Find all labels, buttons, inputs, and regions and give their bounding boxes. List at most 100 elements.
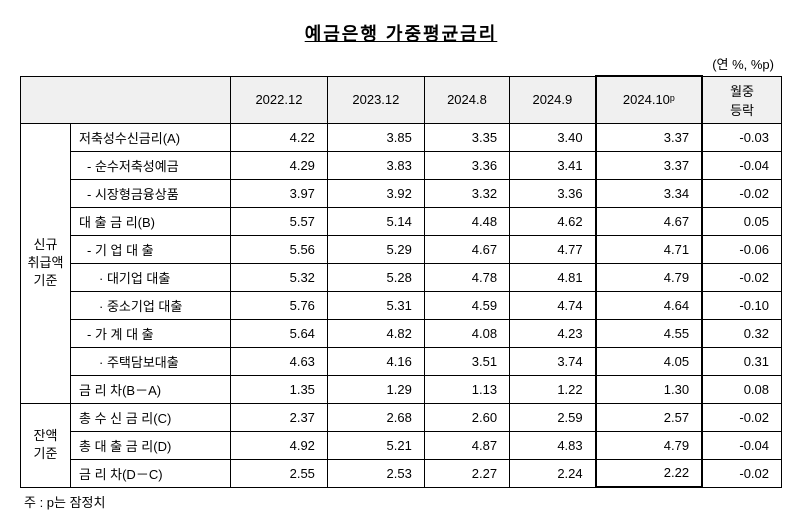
cell-value: 4.05	[596, 347, 702, 375]
cell-value: 2.59	[510, 403, 596, 431]
page-title: 예금은행 가중평균금리	[20, 20, 782, 46]
cell-value: 2.57	[596, 403, 702, 431]
cell-value: 3.92	[327, 179, 424, 207]
cell-value: 2.53	[327, 459, 424, 487]
cell-value: 3.35	[424, 123, 509, 151]
cell-value: 3.97	[231, 179, 328, 207]
cell-value: 0.31	[702, 347, 781, 375]
cell-value: -0.06	[702, 235, 781, 263]
cell-value: 3.36	[424, 151, 509, 179]
row-label: - 가 계 대 출	[71, 319, 231, 347]
cell-value: 4.63	[231, 347, 328, 375]
row-label: - 시장형금융상품	[71, 179, 231, 207]
table-row: 잔액 기준총 수 신 금 리(C)2.372.682.602.592.57-0.…	[21, 403, 782, 431]
header-blank	[21, 76, 231, 123]
table-row: 대 출 금 리(B)5.575.144.484.624.670.05	[21, 207, 782, 235]
cell-value: 0.05	[702, 207, 781, 235]
cell-value: 5.28	[327, 263, 424, 291]
table-row: 금 리 차(D－C)2.552.532.272.242.22-0.02	[21, 459, 782, 487]
cell-value: 0.32	[702, 319, 781, 347]
group-label-balance: 잔액 기준	[21, 403, 71, 487]
cell-value: 4.64	[596, 291, 702, 319]
row-label: 총 대 출 금 리(D)	[71, 431, 231, 459]
cell-value: -0.03	[702, 123, 781, 151]
row-label: - 기 업 대 출	[71, 235, 231, 263]
cell-value: 5.14	[327, 207, 424, 235]
cell-value: 4.78	[424, 263, 509, 291]
cell-value: 4.48	[424, 207, 509, 235]
cell-value: 4.55	[596, 319, 702, 347]
cell-value: 3.40	[510, 123, 596, 151]
group-label-new: 신규 취급액 기준	[21, 123, 71, 403]
unit-label: (연 %, %p)	[20, 54, 782, 73]
cell-value: 4.79	[596, 431, 702, 459]
cell-value: 4.71	[596, 235, 702, 263]
cell-value: 5.57	[231, 207, 328, 235]
cell-value: 3.83	[327, 151, 424, 179]
rate-table: 2022.12 2023.12 2024.8 2024.9 2024.10ᵖ 월…	[20, 75, 782, 488]
cell-value: -0.02	[702, 403, 781, 431]
cell-value: -0.02	[702, 459, 781, 487]
cell-value: 2.55	[231, 459, 328, 487]
table-row: 금 리 차(B－A)1.351.291.131.221.300.08	[21, 375, 782, 403]
cell-value: 3.36	[510, 179, 596, 207]
cell-value: -0.02	[702, 179, 781, 207]
cell-value: 5.64	[231, 319, 328, 347]
row-label: · 대기업 대출	[71, 263, 231, 291]
cell-value: 5.32	[231, 263, 328, 291]
footnote: 주 : p는 잠정치	[20, 492, 782, 511]
table-row: · 대기업 대출5.325.284.784.814.79-0.02	[21, 263, 782, 291]
row-label: 금 리 차(D－C)	[71, 459, 231, 487]
cell-value: 4.87	[424, 431, 509, 459]
row-label: · 주택담보대출	[71, 347, 231, 375]
cell-value: -0.02	[702, 263, 781, 291]
cell-value: 3.74	[510, 347, 596, 375]
col-2023-12: 2023.12	[327, 76, 424, 123]
cell-value: 3.51	[424, 347, 509, 375]
cell-value: 4.74	[510, 291, 596, 319]
cell-value: 5.31	[327, 291, 424, 319]
cell-value: 2.27	[424, 459, 509, 487]
cell-value: 4.83	[510, 431, 596, 459]
cell-value: 4.16	[327, 347, 424, 375]
cell-value: 1.30	[596, 375, 702, 403]
cell-value: -0.04	[702, 151, 781, 179]
cell-value: 4.67	[596, 207, 702, 235]
row-label: · 중소기업 대출	[71, 291, 231, 319]
row-label: 저축성수신금리(A)	[71, 123, 231, 151]
cell-value: 2.68	[327, 403, 424, 431]
cell-value: 2.24	[510, 459, 596, 487]
cell-value: 4.59	[424, 291, 509, 319]
cell-value: 3.34	[596, 179, 702, 207]
row-label: 대 출 금 리(B)	[71, 207, 231, 235]
cell-value: 4.81	[510, 263, 596, 291]
cell-value: 4.77	[510, 235, 596, 263]
table-row: 총 대 출 금 리(D)4.925.214.874.834.79-0.04	[21, 431, 782, 459]
cell-value: 2.60	[424, 403, 509, 431]
cell-value: 3.37	[596, 123, 702, 151]
col-2024-10p: 2024.10ᵖ	[596, 76, 702, 123]
col-2024-9: 2024.9	[510, 76, 596, 123]
table-row: - 기 업 대 출5.565.294.674.774.71-0.06	[21, 235, 782, 263]
cell-value: 5.56	[231, 235, 328, 263]
row-label: - 순수저축성예금	[71, 151, 231, 179]
cell-value: 3.32	[424, 179, 509, 207]
table-row: · 주택담보대출4.634.163.513.744.050.31	[21, 347, 782, 375]
cell-value: 4.79	[596, 263, 702, 291]
cell-value: 4.08	[424, 319, 509, 347]
cell-value: 4.62	[510, 207, 596, 235]
cell-value: 2.22	[596, 459, 702, 487]
col-change: 월중 등락	[702, 76, 781, 123]
cell-value: 3.37	[596, 151, 702, 179]
cell-value: 5.76	[231, 291, 328, 319]
cell-value: 1.13	[424, 375, 509, 403]
cell-value: 4.22	[231, 123, 328, 151]
cell-value: 5.21	[327, 431, 424, 459]
col-2024-8: 2024.8	[424, 76, 509, 123]
row-label: 금 리 차(B－A)	[71, 375, 231, 403]
cell-value: 2.37	[231, 403, 328, 431]
cell-value: 1.22	[510, 375, 596, 403]
cell-value: 4.67	[424, 235, 509, 263]
table-row: - 시장형금융상품3.973.923.323.363.34-0.02	[21, 179, 782, 207]
row-label: 총 수 신 금 리(C)	[71, 403, 231, 431]
